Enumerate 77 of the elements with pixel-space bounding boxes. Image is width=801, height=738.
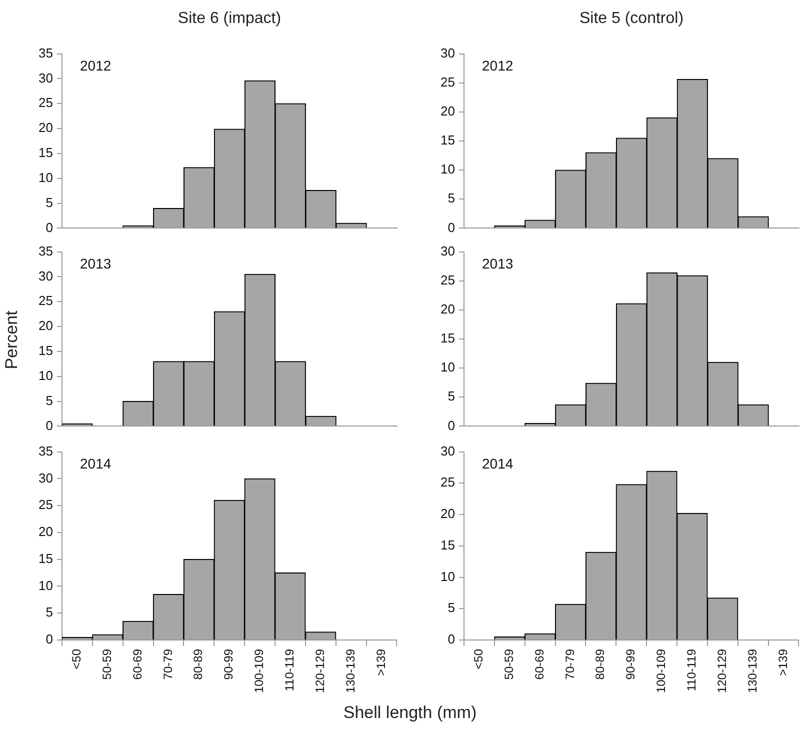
y-tick-label: 25 (38, 293, 53, 308)
y-tick-label: 10 (440, 360, 455, 375)
y-tick-label: 15 (440, 132, 455, 148)
y-tick-label: 5 (46, 392, 53, 408)
y-axis-title: Percent (2, 310, 22, 370)
y-tick-label: 15 (38, 145, 53, 160)
y-tick-label: 35 (38, 243, 53, 258)
y-tick-label: 15 (440, 537, 455, 552)
x-tick-label: 100-109 (654, 648, 668, 694)
y-tick-label: 25 (440, 474, 455, 490)
y-tick-label: 35 (38, 45, 53, 60)
annotation: 2012 (482, 58, 514, 74)
x-tick-label: 70-79 (562, 648, 577, 680)
annotation: 2014 (80, 456, 112, 472)
x-tick-label: 90-99 (624, 648, 638, 680)
x-tick-label: 130-139 (745, 648, 760, 694)
x-tick-label: >139 (374, 648, 388, 676)
x-tick-label: 50-59 (100, 648, 114, 680)
chart-title: Site 6 (impact) (178, 10, 282, 28)
y-tick-label: 30 (440, 243, 455, 258)
y-tick-label: 10 (38, 368, 53, 383)
y-tick-label: 30 (38, 268, 53, 284)
y-tick-label: 20 (38, 318, 53, 334)
x-tick-label: 100-109 (252, 648, 266, 694)
x-tick-label: 120-129 (312, 648, 327, 694)
annotation: 2013 (80, 256, 112, 272)
x-tick-label: 60-69 (130, 648, 144, 680)
x-tick-label: 110-119 (684, 648, 699, 692)
x-tick-label: >139 (776, 648, 790, 676)
y-tick-label: 0 (448, 418, 455, 433)
y-tick-label: 20 (38, 524, 53, 540)
y-tick-label: 30 (440, 45, 455, 60)
chart-title: Site 5 (control) (579, 10, 684, 28)
x-tick-label: 50-59 (502, 648, 516, 680)
x-tick-label: 110-119 (282, 648, 297, 692)
y-tick-label: 20 (440, 302, 455, 317)
y-tick-label: 10 (440, 568, 455, 584)
y-tick-label: 0 (46, 632, 53, 647)
y-tick-label: 5 (448, 388, 455, 404)
y-tick-label: 5 (448, 190, 455, 206)
y-tick-label: 5 (46, 194, 53, 210)
x-tick-label: 80-89 (593, 648, 608, 680)
y-tick-label: 25 (38, 95, 53, 110)
y-tick-label: 10 (38, 578, 53, 593)
y-tick-label: 10 (440, 162, 455, 177)
annotation: 2014 (482, 456, 514, 472)
annotation: 2012 (80, 58, 112, 74)
y-tick-label: 30 (440, 443, 455, 458)
x-tick-label: <50 (70, 648, 84, 670)
x-tick-label: 90-99 (222, 648, 236, 680)
x-tick-label: 60-69 (532, 648, 546, 680)
y-tick-label: 15 (440, 330, 455, 346)
y-tick-label: 20 (440, 506, 455, 522)
y-tick-label: 30 (38, 470, 53, 486)
y-tick-label: 0 (46, 418, 53, 433)
annotation: 2013 (482, 256, 514, 272)
x-axis-title: Shell length (mm) (343, 703, 477, 723)
y-tick-label: 0 (448, 632, 455, 647)
y-tick-label: 5 (46, 604, 53, 620)
x-tick-label: 130-139 (343, 648, 358, 694)
y-tick-label: 10 (38, 170, 53, 185)
y-tick-label: 35 (38, 443, 53, 458)
y-tick-label: 15 (38, 550, 53, 566)
y-tick-label: 20 (440, 104, 455, 119)
y-tick-label: 0 (46, 220, 53, 235)
x-tick-label: 80-89 (191, 648, 206, 680)
y-tick-label: 25 (38, 497, 53, 512)
y-tick-label: 15 (38, 343, 53, 358)
y-tick-label: 20 (38, 120, 53, 136)
y-tick-label: 0 (448, 220, 455, 235)
y-tick-label: 5 (448, 600, 455, 616)
y-tick-label: 25 (440, 272, 455, 288)
y-tick-label: 30 (38, 70, 53, 86)
x-tick-label: <50 (472, 648, 486, 670)
x-tick-label: 70-79 (160, 648, 175, 680)
y-tick-label: 25 (440, 74, 455, 90)
x-tick-label: 120-129 (714, 648, 729, 694)
